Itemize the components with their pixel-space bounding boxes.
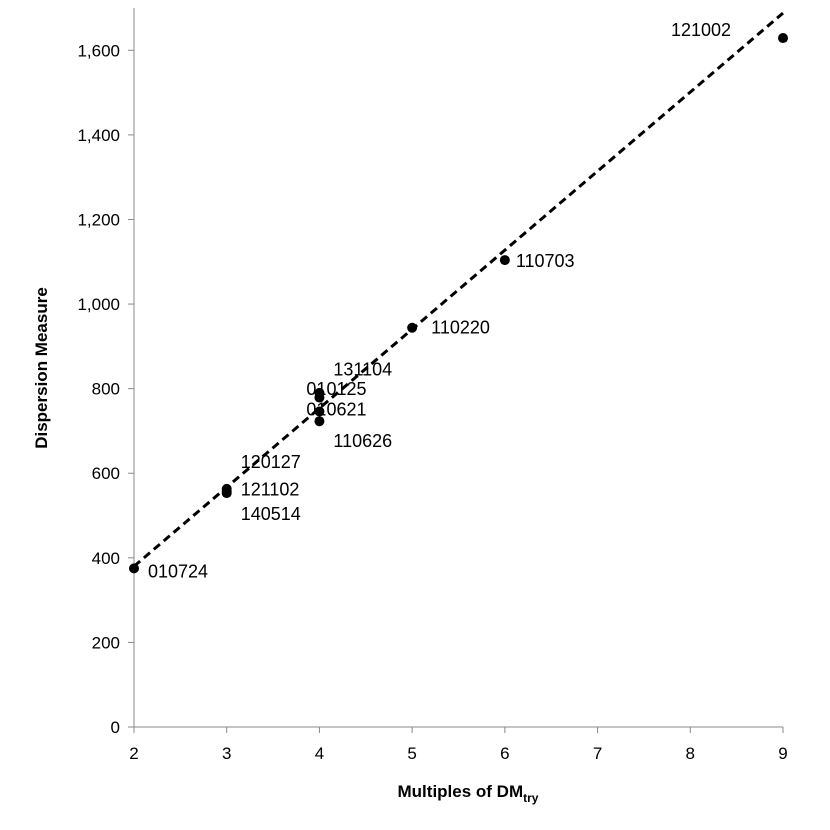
trendline — [133, 11, 784, 568]
x-tick-label: 3 — [222, 744, 231, 763]
y-tick-label: 800 — [92, 380, 120, 399]
data-point — [129, 563, 139, 574]
point-label: 010125 — [306, 379, 366, 399]
x-tick-label: 9 — [778, 744, 787, 763]
point-label: 140514 — [241, 504, 301, 524]
y-axis-title: Dispersion Measure — [32, 287, 51, 449]
data-point — [314, 406, 325, 417]
y-tick-label: 1,000 — [77, 295, 120, 314]
point-label: 131104 — [333, 360, 392, 380]
y-ticks: 0 200 400 600 800 1,000 1,200 1,400 1,600 — [77, 41, 134, 737]
point-label: 121002 — [671, 20, 731, 40]
point-label: 110703 — [516, 251, 575, 271]
x-tick-label: 2 — [129, 744, 138, 763]
data-point — [499, 255, 510, 266]
point-label: 120127 — [241, 452, 301, 472]
x-axis-title-subscript: try — [523, 791, 539, 805]
x-ticks: 2 3 4 5 6 7 8 9 — [129, 727, 788, 763]
x-tick-label: 7 — [593, 744, 602, 763]
x-tick-label: 5 — [407, 744, 416, 763]
x-tick-label: 6 — [500, 744, 509, 763]
y-tick-label: 1,400 — [77, 126, 120, 145]
y-tick-label: 400 — [92, 549, 120, 568]
point-label: 121102 — [241, 479, 300, 499]
x-axis-title-main: Multiples of DM — [398, 782, 524, 801]
x-tick-label: 8 — [686, 744, 695, 763]
point-label: 110220 — [431, 318, 490, 338]
y-tick-label: 600 — [92, 464, 120, 483]
y-tick-label: 1,600 — [77, 41, 120, 60]
point-label: 010724 — [148, 561, 208, 581]
data-point — [778, 33, 788, 44]
point-labels: 010724 120127 121102 140514 1311040101250106… — [148, 20, 731, 581]
data-point — [314, 416, 325, 427]
data-points — [129, 33, 788, 574]
point-label: 110626 — [333, 431, 392, 451]
data-point — [314, 387, 325, 398]
point-label: 010621 — [306, 399, 366, 419]
y-tick-label: 0 — [111, 718, 120, 737]
y-tick-label: 200 — [92, 633, 120, 652]
x-tick-label: 4 — [315, 744, 324, 763]
data-point — [221, 483, 232, 494]
y-tick-label: 1,200 — [77, 210, 120, 229]
x-axis-title: Multiples of DMtry — [398, 782, 539, 805]
data-point — [407, 322, 418, 333]
